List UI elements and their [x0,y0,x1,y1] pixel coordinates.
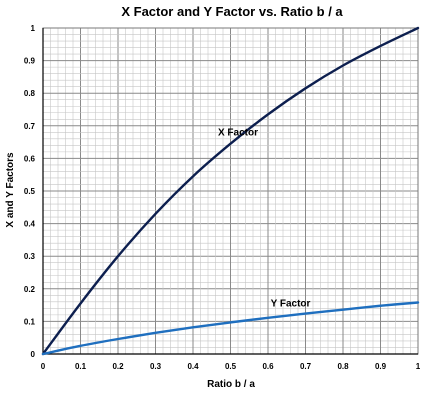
y-axis-ticks: 0 0.1 0.2 0.3 0.4 0.5 0.6 0.7 0.8 0.9 1 [24,24,36,359]
y-tick-label: 0.2 [24,285,36,294]
x-tick-label: 0 [41,362,46,371]
series-line-y-factor [41,301,420,356]
x-tick-label: 0.8 [337,362,349,371]
series-label-y-factor: Y Factor [271,299,311,310]
y-tick-label: 1 [31,24,36,33]
series-label-x-factor: X Factor [218,128,258,139]
x-tick-label: 0.9 [375,362,387,371]
series-lines [41,26,420,356]
x-tick-label: 0.3 [150,362,162,371]
y-tick-label: 0 [31,350,36,359]
y-tick-label: 0.4 [24,220,36,229]
y-tick-label: 0.7 [24,122,36,131]
y-tick-label: 0.8 [24,89,36,98]
y-tick-label: 0.3 [24,252,36,261]
x-tick-label: 0.5 [225,362,237,371]
x-axis-label: Ratio b / a [207,379,255,390]
y-tick-label: 0.1 [24,317,36,326]
y-tick-label: 0.6 [24,154,36,163]
x-tick-label: 1 [416,362,421,371]
y-axis-label: X and Y Factors [5,152,16,228]
chart-title: X Factor and Y Factor vs. Ratio b / a [121,4,343,19]
y-tick-label: 0.9 [24,57,36,66]
x-tick-label: 0.1 [75,362,87,371]
plot-frame [42,27,419,355]
plot-grid [42,27,419,355]
x-tick-label: 0.2 [112,362,124,371]
x-tick-label: 0.7 [300,362,312,371]
x-tick-label: 0.4 [187,362,199,371]
x-axis-ticks: 0 0.1 0.2 0.3 0.4 0.5 0.6 0.7 0.8 0.9 1 [41,362,421,371]
series-line-x-factor [41,26,420,356]
series-annotations: X Factor Y Factor [218,128,311,310]
x-tick-label: 0.6 [262,362,274,371]
y-tick-label: 0.5 [24,187,36,196]
